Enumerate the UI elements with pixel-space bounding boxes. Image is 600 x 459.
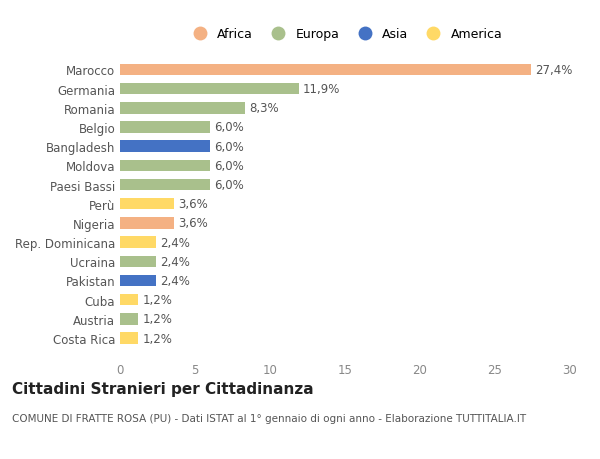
Text: 6,0%: 6,0%	[215, 159, 244, 173]
Bar	[120, 218, 174, 229]
Bar	[120, 179, 210, 191]
Text: 8,3%: 8,3%	[249, 102, 278, 115]
Bar	[120, 313, 138, 325]
Text: Cittadini Stranieri per Cittadinanza: Cittadini Stranieri per Cittadinanza	[12, 381, 314, 396]
Text: 3,6%: 3,6%	[179, 217, 208, 230]
Bar	[120, 275, 156, 286]
Bar	[120, 84, 299, 95]
Bar	[120, 198, 174, 210]
Text: 3,6%: 3,6%	[179, 198, 208, 211]
Text: 1,2%: 1,2%	[143, 313, 172, 325]
Text: COMUNE DI FRATTE ROSA (PU) - Dati ISTAT al 1° gennaio di ogni anno - Elaborazion: COMUNE DI FRATTE ROSA (PU) - Dati ISTAT …	[12, 413, 526, 423]
Text: 2,4%: 2,4%	[161, 236, 190, 249]
Bar	[120, 160, 210, 172]
Bar	[120, 103, 245, 114]
Bar	[120, 256, 156, 268]
Text: 2,4%: 2,4%	[161, 255, 190, 268]
Text: 2,4%: 2,4%	[161, 274, 190, 287]
Text: 11,9%: 11,9%	[303, 83, 340, 96]
Bar	[120, 294, 138, 306]
Bar	[120, 141, 210, 152]
Legend: Africa, Europa, Asia, America: Africa, Europa, Asia, America	[182, 23, 508, 46]
Bar	[120, 122, 210, 134]
Text: 6,0%: 6,0%	[215, 140, 244, 153]
Bar	[120, 333, 138, 344]
Bar	[120, 237, 156, 248]
Text: 27,4%: 27,4%	[536, 64, 573, 77]
Text: 1,2%: 1,2%	[143, 332, 172, 345]
Text: 6,0%: 6,0%	[215, 121, 244, 134]
Text: 6,0%: 6,0%	[215, 179, 244, 191]
Text: 1,2%: 1,2%	[143, 293, 172, 307]
Bar	[120, 64, 531, 76]
